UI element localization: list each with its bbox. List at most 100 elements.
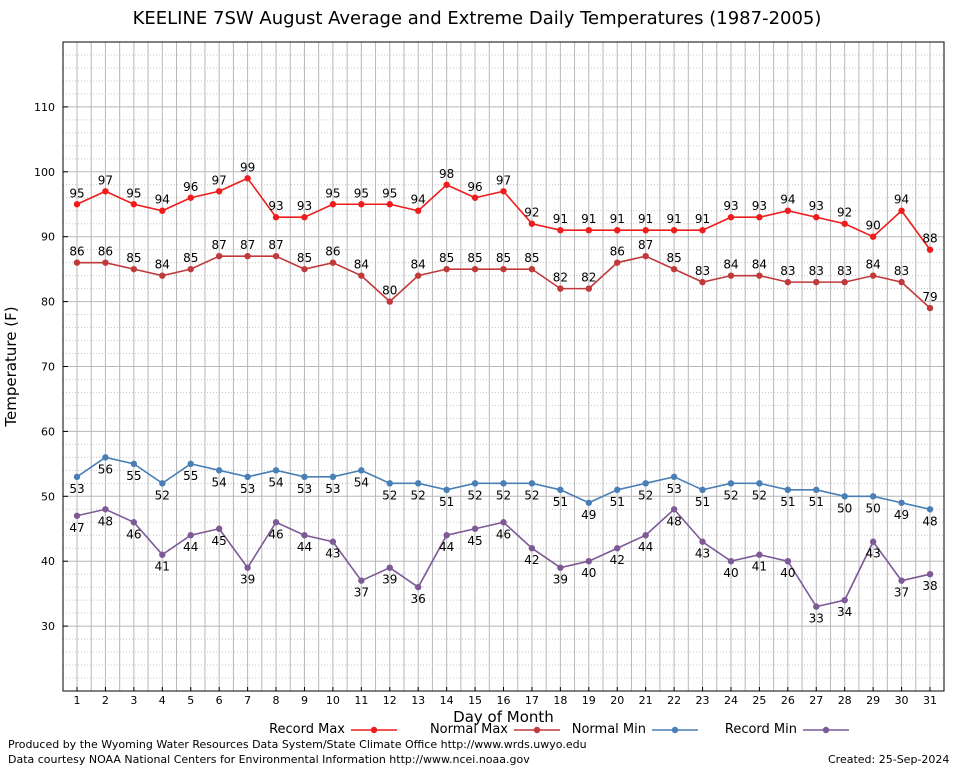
data-label-record-min: 41 <box>155 560 170 574</box>
data-label-record-max: 99 <box>240 160 255 174</box>
y-tick-label: 80 <box>41 296 55 309</box>
data-label-record-min: 37 <box>354 586 369 600</box>
data-point-normal-max <box>642 252 649 260</box>
data-point-normal-max <box>329 259 337 266</box>
data-point-record-max <box>727 214 735 221</box>
x-tick-label: 21 <box>639 694 653 707</box>
data-label-record-min: 40 <box>581 566 596 580</box>
data-point-record-min <box>386 564 393 571</box>
data-label-record-max: 93 <box>268 199 283 213</box>
data-point-record-min <box>926 570 934 578</box>
legend-marker-normal-min <box>671 726 679 734</box>
data-label-normal-min: 49 <box>581 508 596 522</box>
data-point-record-min <box>73 512 81 519</box>
data-label-normal-min: 53 <box>240 482 255 496</box>
data-point-normal-max <box>557 285 564 292</box>
data-point-normal-max <box>500 265 507 273</box>
data-point-record-max <box>443 181 450 188</box>
legend: Record Max Normal Max Normal Min Record Min <box>269 722 849 737</box>
data-point-normal-max <box>756 272 763 279</box>
data-point-record-min <box>670 506 678 513</box>
data-label-normal-max: 86 <box>98 245 113 259</box>
data-label-normal-min: 53 <box>297 482 312 496</box>
data-point-record-min <box>528 545 536 552</box>
data-label-normal-max: 82 <box>581 271 596 285</box>
data-point-record-min <box>699 538 706 545</box>
data-label-record-min: 33 <box>809 612 824 626</box>
data-label-normal-max: 83 <box>894 264 909 278</box>
x-tick-label: 1 <box>74 694 81 707</box>
data-label-record-max: 96 <box>467 180 482 194</box>
data-label-record-min: 44 <box>297 540 312 554</box>
data-point-record-min <box>898 577 905 584</box>
data-point-record-min <box>102 506 109 513</box>
data-point-normal-max <box>415 272 422 279</box>
data-point-normal-min <box>500 480 507 487</box>
data-label-record-min: 44 <box>638 540 653 554</box>
data-point-record-max <box>215 188 223 195</box>
data-point-record-max <box>73 201 81 208</box>
data-point-normal-min <box>130 460 138 468</box>
y-tick-label: 70 <box>41 361 55 374</box>
data-point-normal-min <box>841 493 848 500</box>
data-point-record-max <box>813 214 820 221</box>
data-label-record-min: 46 <box>496 527 511 541</box>
data-point-record-max <box>614 227 621 234</box>
data-point-normal-min <box>301 473 308 481</box>
data-point-normal-max <box>727 272 735 279</box>
data-label-normal-min: 52 <box>155 488 170 502</box>
x-tick-label: 3 <box>130 694 137 707</box>
data-point-normal-min <box>415 480 422 487</box>
data-label-record-max: 88 <box>922 232 937 246</box>
data-point-record-min <box>614 545 621 552</box>
data-point-record-max <box>699 227 706 234</box>
data-label-record-min: 43 <box>695 547 710 561</box>
data-point-record-min <box>813 603 820 610</box>
x-tick-label: 10 <box>326 694 340 707</box>
data-point-record-min <box>642 532 649 539</box>
data-label-normal-max: 87 <box>212 238 227 252</box>
data-point-record-min <box>415 583 422 591</box>
series-record-min: 47 48 46 41 44 45 39 46 44 43 37 39 36 44 45 46 42 39 40 42… <box>69 506 938 626</box>
data-label-normal-min: 52 <box>638 488 653 502</box>
legend-label-normal-max: Normal Max <box>430 722 508 737</box>
data-point-normal-max <box>73 259 81 266</box>
data-label-record-max: 98 <box>439 167 454 181</box>
data-label-normal-min: 54 <box>354 475 369 489</box>
data-label-normal-max: 85 <box>467 251 482 265</box>
data-point-record-max <box>898 207 905 214</box>
data-label-normal-max: 84 <box>752 258 767 272</box>
data-point-normal-max <box>443 265 450 273</box>
data-point-record-min <box>244 564 251 571</box>
data-point-normal-min <box>813 486 820 494</box>
legend-label-normal-min: Normal Min <box>572 722 646 737</box>
data-point-normal-max <box>159 272 166 279</box>
x-tick-label: 19 <box>582 694 596 707</box>
data-point-normal-max <box>187 265 194 273</box>
data-label-record-max: 91 <box>695 212 710 226</box>
data-label-normal-min: 49 <box>894 508 909 522</box>
data-label-normal-max: 87 <box>638 238 653 252</box>
data-label-record-max: 93 <box>723 199 738 213</box>
data-point-record-min <box>869 538 877 545</box>
data-point-normal-min <box>215 467 223 474</box>
data-label-record-min: 46 <box>126 527 141 541</box>
data-label-normal-max: 86 <box>69 245 84 259</box>
data-label-record-max: 95 <box>126 186 141 200</box>
data-point-normal-min <box>329 473 337 481</box>
x-tick-label: 7 <box>244 694 251 707</box>
data-point-normal-min <box>528 480 536 487</box>
x-tick-label: 15 <box>468 694 482 707</box>
data-point-normal-max <box>272 252 280 260</box>
data-label-normal-max: 85 <box>496 251 511 265</box>
legend-marker-record-min <box>822 726 830 734</box>
data-label-record-min: 40 <box>780 566 795 580</box>
x-tick-label: 2 <box>102 694 109 707</box>
data-label-normal-max: 83 <box>837 264 852 278</box>
data-point-record-min <box>443 532 450 539</box>
data-label-record-max: 95 <box>325 186 340 200</box>
data-label-normal-min: 55 <box>126 469 141 483</box>
x-tick-label: 13 <box>411 694 425 707</box>
data-point-normal-max <box>358 272 365 279</box>
